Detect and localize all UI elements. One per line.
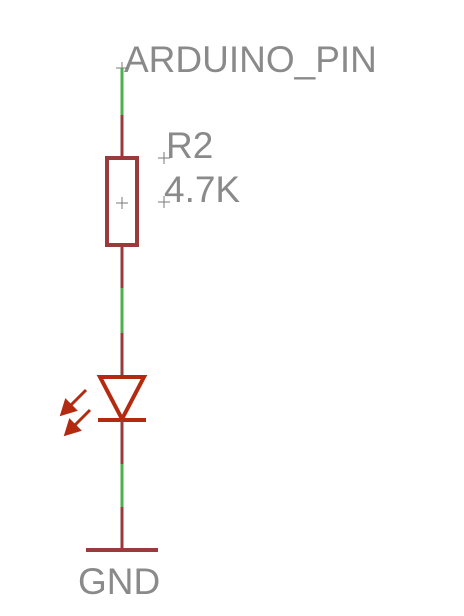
net-label-arduino-pin: ARDUINO_PIN <box>116 39 377 80</box>
net-label-text: ARDUINO_PIN <box>124 39 377 80</box>
resistor-r2[interactable] <box>105 156 139 247</box>
ground-symbol: GND <box>78 548 160 602</box>
ground-label-text: GND <box>78 561 160 602</box>
resistor-value-text: 4.7K <box>164 169 240 210</box>
origin-cross-icon <box>116 197 128 209</box>
origin-cross-icon <box>158 152 170 164</box>
resistor-name-label: R2 <box>158 125 213 166</box>
origin-cross-icon <box>158 196 170 208</box>
led-icon <box>96 375 148 424</box>
led[interactable] <box>59 375 148 437</box>
light-emission-arrows-icon <box>59 388 92 437</box>
resistor-name-text: R2 <box>166 125 213 166</box>
resistor-value-label: 4.7K <box>158 169 240 210</box>
